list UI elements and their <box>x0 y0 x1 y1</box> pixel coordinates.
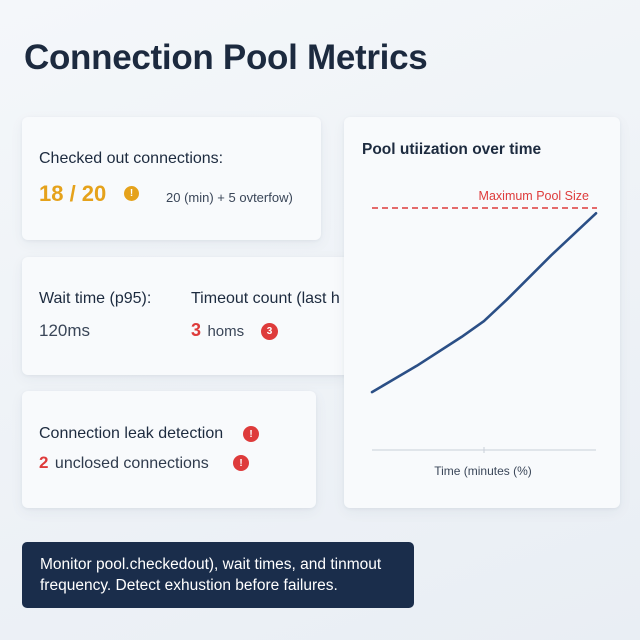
timeout-count-unit: homs <box>207 323 245 340</box>
alert-icon: ! <box>243 426 259 442</box>
x-axis-label: Time (minutes (%) <box>434 464 532 478</box>
timeout-count-label: Timeout count (last h <box>191 290 340 307</box>
series-line <box>370 212 598 394</box>
checked-out-card: Checked out connections: 18 / 20 ! 20 (m… <box>22 117 321 240</box>
monitoring-tip: Monitor pool.checkedout), wait times, an… <box>22 542 414 608</box>
wait-time-value: 120ms <box>39 321 91 340</box>
wait-time-label: Wait time (p95): <box>39 290 152 307</box>
warning-icon: ! <box>124 186 139 201</box>
checked-out-label: Checked out connections: <box>39 150 224 167</box>
utilization-chart-card: Pool utiization over time Maximum Pool S… <box>344 117 620 508</box>
chart-title: Pool utiization over time <box>362 141 542 158</box>
threshold-label: Maximum Pool Size <box>479 189 589 203</box>
timeout-count-value: 3 homs <box>191 320 244 341</box>
leak-count-number: 2 <box>39 453 49 472</box>
wait-timeout-card: Wait time (p95): 120ms Timeout count (la… <box>22 257 348 375</box>
leak-detection-card: Connection leak detection ! 2 unclosed c… <box>22 391 316 508</box>
timeout-badge: 3 <box>261 323 278 340</box>
timeout-count-number: 3 <box>191 320 202 340</box>
checked-out-detail: 20 (min) + 5 ovterfow) <box>166 190 293 205</box>
leak-detection-value: 2 unclosed connections <box>39 453 209 473</box>
checked-out-value: 18 / 20 <box>39 181 107 206</box>
utilization-chart: Maximum Pool Size Time (minutes (%) <box>370 189 598 478</box>
alert-icon: ! <box>233 455 249 471</box>
leak-count-text: unclosed connections <box>54 455 209 472</box>
page-title: Connection Pool Metrics <box>24 38 428 77</box>
leak-detection-label: Connection leak detection <box>39 425 224 442</box>
